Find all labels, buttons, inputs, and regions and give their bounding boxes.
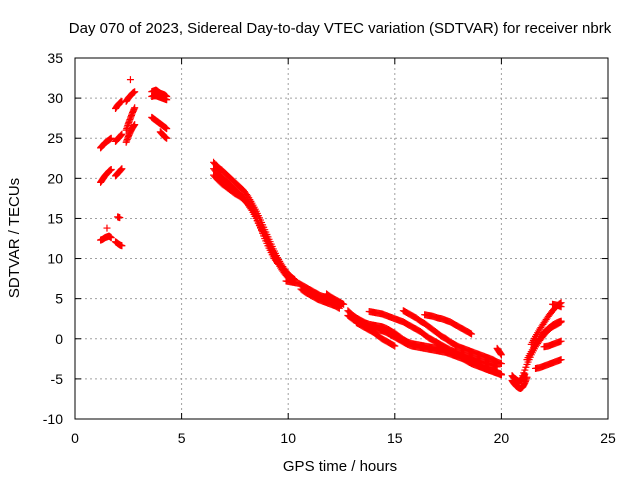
data-point: [126, 76, 134, 84]
series-arc-6: [114, 213, 124, 222]
series-arc-25: [344, 312, 505, 378]
series-arc-36: [532, 356, 565, 372]
data-points: [97, 76, 565, 393]
series-arc-16: [148, 113, 171, 133]
x-axis-title: GPS time / hours: [283, 458, 397, 475]
x-tick-label: 25: [600, 430, 616, 446]
series-arc-30: [493, 344, 505, 359]
data-point-dense: [390, 341, 398, 349]
data-point: [118, 130, 126, 138]
series-arc-10: [122, 121, 139, 146]
data-point: [497, 370, 505, 378]
series-arc-28: [399, 307, 505, 368]
y-tick-label: -10: [43, 411, 63, 427]
data-point: [335, 304, 343, 312]
axis-ticks: [74, 57, 609, 420]
data-point: [468, 330, 476, 338]
x-tick-labels: 0 5 10 15 20 25: [71, 430, 616, 446]
x-tick-label: 5: [178, 430, 186, 446]
y-tick-label: 35: [47, 50, 63, 66]
series-arc-1: [97, 232, 115, 244]
y-tick-label: 5: [55, 291, 63, 307]
data-point-dense: [272, 258, 280, 266]
data-point: [131, 104, 139, 112]
series-arc-20: [210, 171, 282, 267]
data-point: [103, 224, 111, 232]
series-arc-12: [122, 88, 139, 105]
x-tick-label: 10: [280, 430, 296, 446]
data-point: [497, 360, 505, 368]
y-tick-label: 0: [55, 331, 63, 347]
data-point: [163, 125, 171, 133]
series-arc-37: [549, 300, 565, 311]
data-point: [163, 134, 171, 142]
series-arc-13: [126, 76, 134, 84]
series-arc-34: [523, 317, 565, 364]
data-point-dense: [334, 304, 342, 312]
data-point: [557, 303, 565, 311]
series-arc-23: [323, 290, 348, 308]
series-arc-3: [97, 166, 115, 186]
data-point: [107, 166, 115, 174]
data-point-dense: [247, 205, 255, 213]
data-point: [497, 351, 505, 359]
data-point: [340, 300, 348, 308]
data-point-dense: [339, 300, 347, 308]
x-tick-label: 20: [494, 430, 510, 446]
chart-title: Day 070 of 2023, Sidereal Day-to-day VTE…: [69, 20, 612, 37]
data-point: [131, 121, 139, 129]
y-tick-labels: -10 -5 0 5 10 15 20 25 30 35: [43, 50, 63, 427]
series-arc-5: [112, 238, 126, 250]
data-point-dense: [466, 329, 474, 337]
series-arc-2: [103, 224, 111, 232]
series-arc-17: [156, 128, 171, 142]
series-arc-29: [421, 311, 476, 338]
x-tick-label: 0: [71, 430, 79, 446]
series-arc-11: [122, 104, 139, 134]
series-arc-26: [352, 319, 399, 350]
y-tick-label: 20: [47, 170, 63, 186]
series-arc-8: [112, 130, 126, 145]
plot-frame: [74, 57, 609, 420]
series-arc-22: [297, 285, 343, 312]
gridlines: [75, 58, 608, 419]
data-point: [557, 317, 565, 325]
series-arc-9: [112, 97, 126, 113]
data-point: [163, 96, 171, 104]
data-point: [131, 88, 139, 96]
data-point: [118, 165, 126, 173]
data-point: [557, 356, 565, 364]
data-point: [391, 342, 399, 350]
y-axis-title: SDTVAR / TECUs: [6, 178, 23, 298]
y-tick-label: 15: [47, 210, 63, 226]
data-point: [107, 134, 115, 142]
series-arc-7: [112, 165, 126, 180]
data-point: [274, 259, 282, 267]
data-point: [557, 337, 565, 345]
series-arc-4: [97, 134, 115, 152]
data-point: [107, 234, 115, 242]
series-arc-38: [540, 337, 565, 351]
x-tick-label: 15: [387, 430, 403, 446]
y-tick-label: 25: [47, 130, 63, 146]
data-point: [116, 214, 124, 222]
y-tick-label: 10: [47, 251, 63, 267]
data-point: [118, 242, 126, 250]
y-tick-label: 30: [47, 90, 63, 106]
series-arc-15: [148, 92, 171, 104]
y-tick-label: -5: [51, 371, 64, 387]
